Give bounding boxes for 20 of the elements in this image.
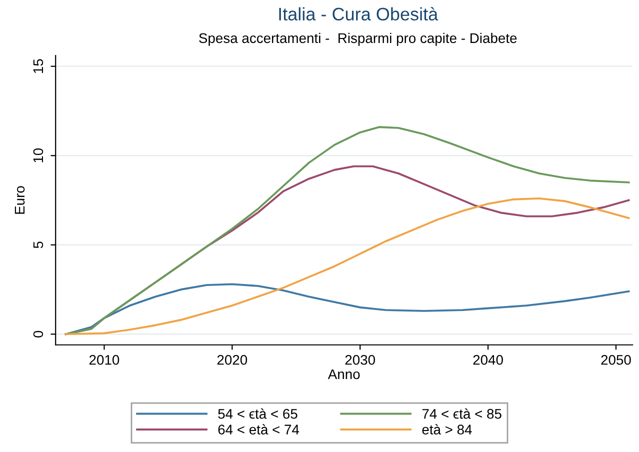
x-tick-label: 2010 [89, 354, 120, 365]
line-series [64, 283, 630, 336]
x-tick-label: 2040 [473, 354, 503, 365]
y-tick-label: 10 [33, 148, 44, 162]
chart-title: Italia - Cura Obesità [279, 7, 438, 21]
line-series [64, 126, 630, 336]
line-series [64, 197, 630, 336]
x-tick-label: 2050 [601, 354, 631, 365]
legend-label: 74 < ϵtà < 85 [422, 408, 502, 419]
y-axis-title: Euro [14, 186, 25, 214]
chart-subtitle: Spesa accertamenti - Risparmi pro capite - Diabete [199, 32, 517, 46]
y-tick-label: 0 [33, 330, 44, 338]
x-tick-label: 2030 [345, 354, 375, 365]
x-axis-title: Anno [328, 369, 360, 380]
x-tick-label: 2020 [217, 354, 248, 365]
legend-label: 54 < ϵtà < 65 [218, 408, 298, 419]
legend-label: età > 84 [422, 424, 472, 434]
legend-label: 64 < età < 74 [218, 424, 300, 434]
y-tick-label: 5 [33, 242, 44, 248]
y-tick-label: 15 [33, 59, 44, 73]
